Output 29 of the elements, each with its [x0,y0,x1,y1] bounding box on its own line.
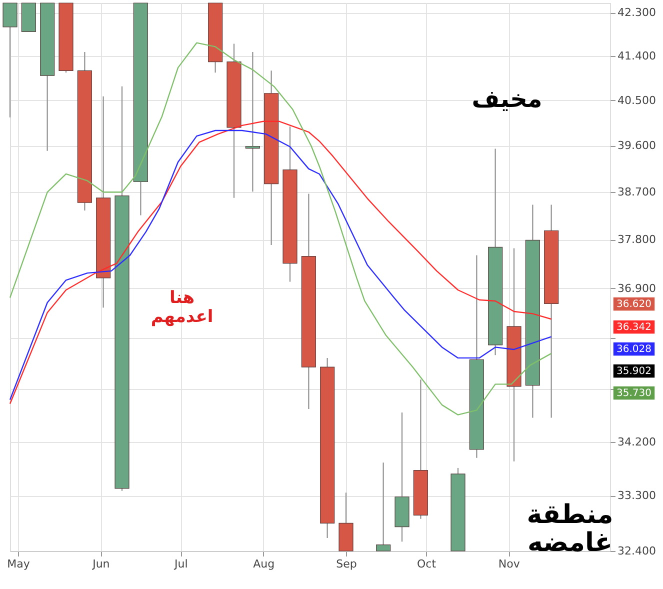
y-tick-label: 32.400 [618,544,656,558]
y-tick-label: 36.900 [618,282,656,295]
y-tick-label: 38.700 [618,186,656,199]
x-tick-label: Sep [336,558,357,570]
annotation: منطقة غامضه [526,500,614,558]
y-tick-label: 33.300 [618,489,656,502]
annotation: هنا اعدمهم [150,288,214,327]
text: 35.902 [616,366,652,377]
annotation: مخيف [472,85,542,113]
text: 36.342 [616,322,652,333]
y-tick-label: 41.400 [618,49,656,62]
y-tick-label: 42.300 [618,6,656,20]
x-tick-label: Jul [174,558,188,570]
x-tick-label: Aug [253,558,275,570]
text: 36.028 [616,344,652,355]
candlestick [245,51,260,192]
x-tick-label: May [7,558,30,570]
x-tick-label: Jun [92,558,110,570]
text: 35.730 [616,388,652,399]
text: 36.620 [616,299,652,310]
y-tick-label: 39.600 [618,139,656,152]
y-tick-label: 34.200 [618,435,656,448]
x-tick-label: Nov [498,558,520,570]
y-tick-label: 37.800 [618,233,656,246]
x-tick-label: Oct [416,558,437,570]
candlestick [2,2,18,118]
line-series [9,42,552,416]
y-tick-label: 40.500 [618,94,656,107]
candlestick [376,462,391,552]
